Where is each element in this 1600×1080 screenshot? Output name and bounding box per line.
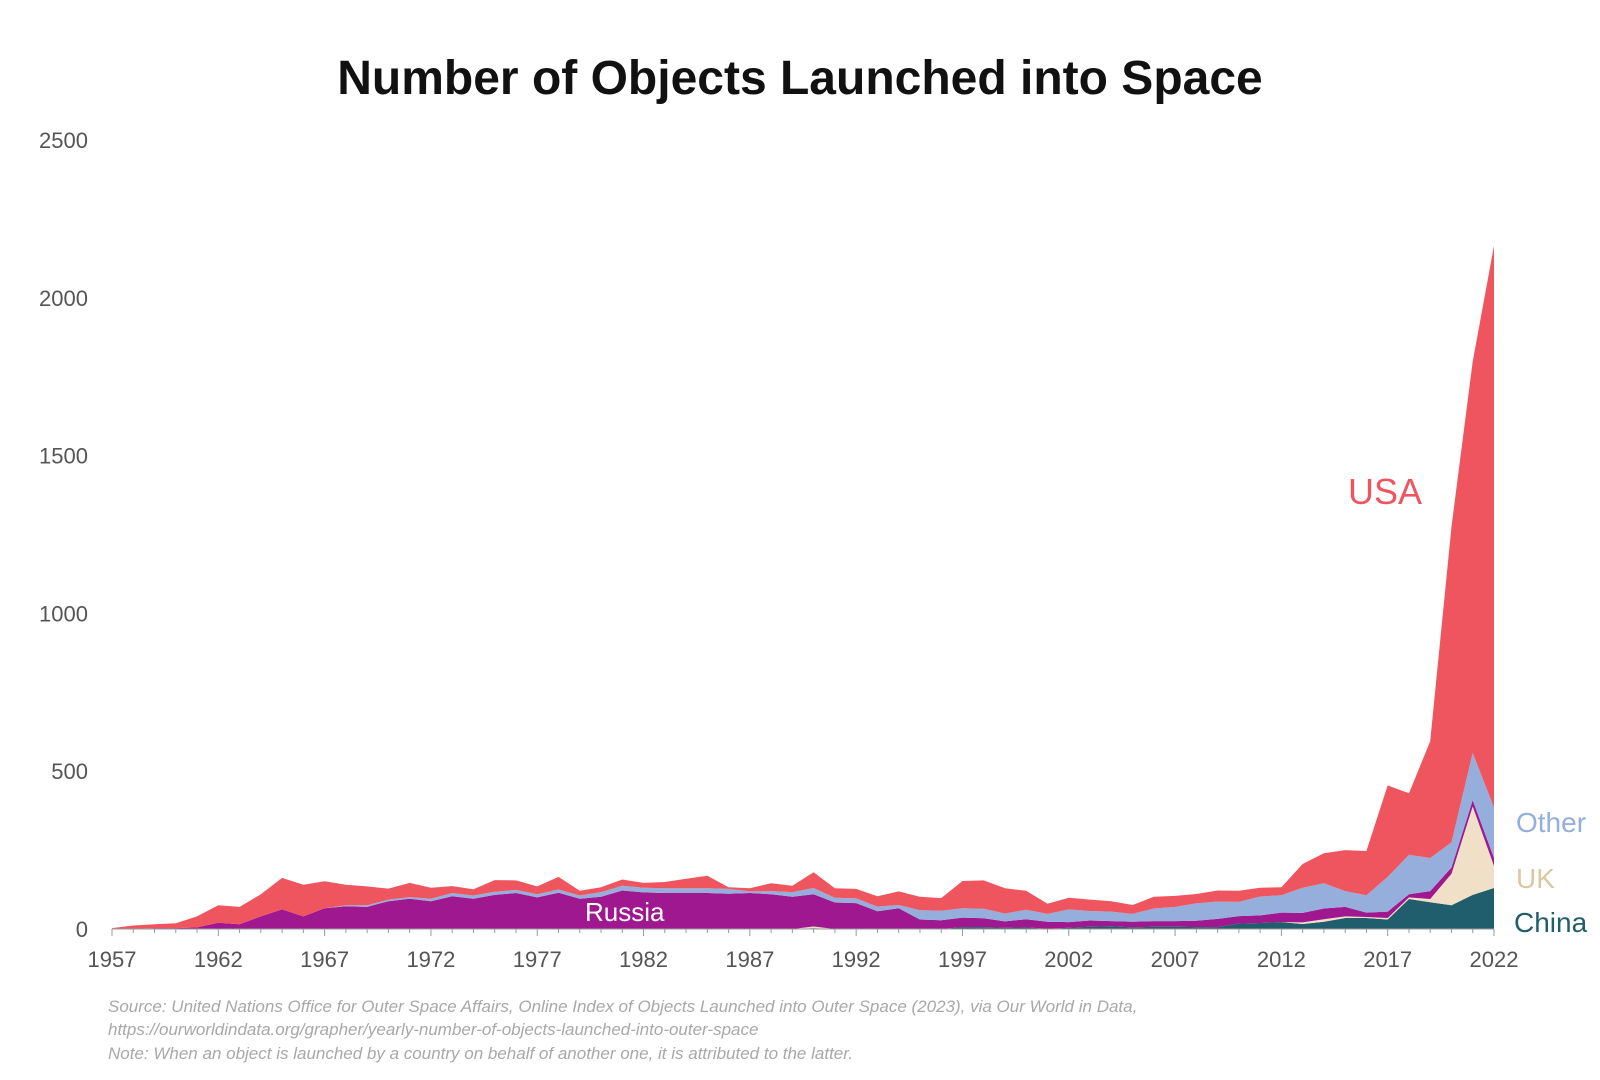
series-label-china: China	[1514, 907, 1588, 938]
x-tick-label: 1977	[513, 947, 562, 972]
y-tick-label: 1000	[39, 601, 88, 626]
x-tick-label: 2012	[1257, 947, 1306, 972]
source-line-2: https://ourworldindata.org/grapher/yearl…	[108, 1020, 758, 1039]
x-tick-label: 1972	[406, 947, 455, 972]
area-china	[112, 888, 1494, 929]
series-label-russia: Russia	[585, 897, 665, 927]
series-label-usa: USA	[1348, 471, 1422, 512]
x-tick-label: 1967	[300, 947, 349, 972]
x-tick-label: 1997	[938, 947, 987, 972]
source-notes: Source: United Nations Office for Outer …	[108, 997, 1137, 1063]
x-tick-label: 2017	[1363, 947, 1412, 972]
area-uk	[112, 806, 1494, 929]
x-tick-label: 2002	[1044, 947, 1093, 972]
y-tick-label: 0	[76, 917, 88, 942]
x-tick-label: 2007	[1151, 947, 1200, 972]
series-labels: USA Other UK China Russia	[585, 471, 1588, 938]
y-tick-label: 2000	[39, 286, 88, 311]
x-tick-label: 1982	[619, 947, 668, 972]
x-tick-label: 2022	[1470, 947, 1519, 972]
y-tick-label: 2500	[39, 128, 88, 153]
source-line-1: Source: United Nations Office for Outer …	[108, 997, 1137, 1016]
chart-title: Number of Objects Launched into Space	[337, 52, 1262, 105]
area-usa	[112, 245, 1494, 929]
source-line-3: Note: When an object is launched by a co…	[108, 1044, 853, 1063]
area-other	[112, 752, 1494, 929]
y-axis: 0 500 1000 1500 2000 2500	[39, 128, 88, 942]
x-tick-label: 1987	[725, 947, 774, 972]
series-label-other: Other	[1516, 807, 1586, 838]
x-tick-label: 1992	[832, 947, 881, 972]
x-tick-label: 1962	[194, 947, 243, 972]
area-layers	[112, 245, 1494, 929]
series-label-uk: UK	[1516, 863, 1555, 894]
x-tick-label: 1957	[88, 947, 137, 972]
area-russia	[112, 800, 1494, 929]
y-tick-label: 500	[51, 759, 88, 784]
y-tick-label: 1500	[39, 444, 88, 469]
x-axis: 1957 1962 1967 1972 1977 1982 1987 1992 1997 2002…	[88, 928, 1519, 972]
